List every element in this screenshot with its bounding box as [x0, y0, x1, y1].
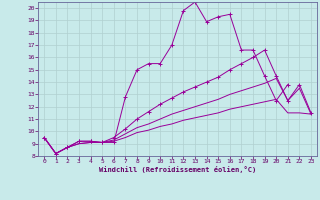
X-axis label: Windchill (Refroidissement éolien,°C): Windchill (Refroidissement éolien,°C) — [99, 166, 256, 173]
